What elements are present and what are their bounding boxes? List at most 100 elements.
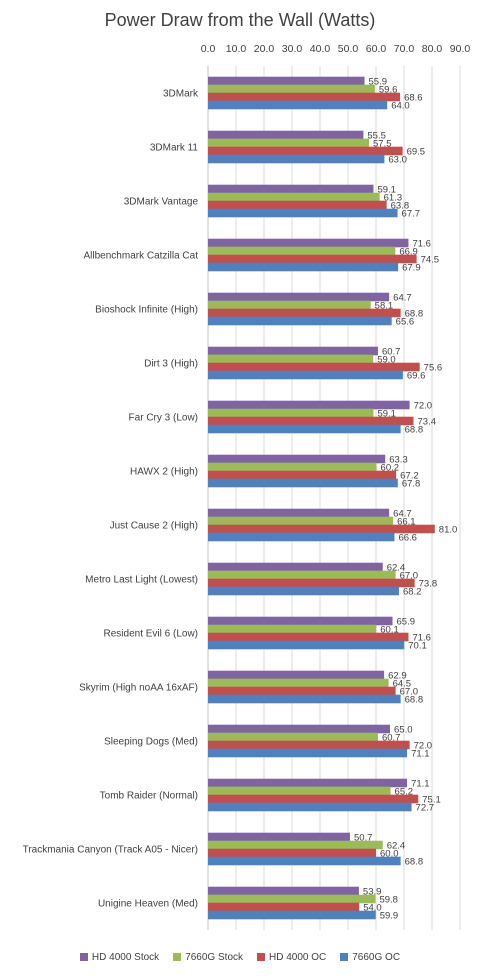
legend-item: HD 4000 Stock xyxy=(79,948,160,966)
bar xyxy=(208,516,394,526)
data-label: 60.1 xyxy=(380,624,399,635)
data-label: 67.7 xyxy=(402,208,421,219)
data-label: 67.2 xyxy=(400,470,419,481)
category-label: Tomb Raider (Normal) xyxy=(100,791,198,802)
bar xyxy=(208,370,403,380)
data-label: 59.1 xyxy=(377,408,396,419)
category-label: Skyrim (High noAA 16xAF) xyxy=(79,683,198,694)
bar xyxy=(208,238,409,248)
category-label: Resident Evil 6 (Low) xyxy=(104,629,198,640)
bar xyxy=(208,462,377,472)
data-label: 71.1 xyxy=(411,778,430,789)
bar xyxy=(208,832,350,842)
x-tick-label: 80.0 xyxy=(422,43,443,55)
data-label: 59.0 xyxy=(377,354,396,365)
legend-label: HD 4000 Stock xyxy=(91,951,160,963)
bar xyxy=(208,586,399,596)
data-label: 66.1 xyxy=(397,516,416,527)
data-label: 62.4 xyxy=(387,562,406,573)
bar xyxy=(208,454,386,464)
bar xyxy=(208,84,375,94)
data-label: 65.0 xyxy=(394,724,413,735)
data-label: 60.2 xyxy=(381,462,400,473)
data-label: 67.8 xyxy=(402,478,421,489)
bar xyxy=(208,724,390,734)
bar xyxy=(208,694,401,704)
data-label: 68.6 xyxy=(404,92,423,103)
data-label: 66.6 xyxy=(398,532,417,543)
legend-swatch xyxy=(340,953,349,961)
chart-legend: HD 4000 Stock 7660G Stock HD 4000 OC 7660G … xyxy=(0,948,480,966)
bar xyxy=(208,424,401,434)
category-label: Just Cause 2 (High) xyxy=(110,521,198,532)
x-tick-label: 30.0 xyxy=(282,43,303,55)
data-label: 65.2 xyxy=(395,786,414,797)
data-label: 54.0 xyxy=(363,902,382,913)
data-label: 58.1 xyxy=(375,300,394,311)
data-label: 60.0 xyxy=(380,848,399,859)
data-label: 75.6 xyxy=(424,362,443,373)
legend-item: 7660G Stock xyxy=(173,948,243,966)
bar xyxy=(208,624,377,634)
x-tick-label: 70.0 xyxy=(394,43,415,55)
bar xyxy=(208,732,378,742)
bar xyxy=(208,470,397,480)
bar xyxy=(208,910,376,920)
bar xyxy=(208,886,359,896)
data-label: 65.9 xyxy=(397,616,416,627)
bar xyxy=(208,678,389,688)
bar xyxy=(208,184,374,194)
data-label: 57.5 xyxy=(373,138,392,149)
bar xyxy=(208,840,383,850)
data-label: 64.0 xyxy=(391,100,410,111)
bar xyxy=(208,316,392,326)
bar xyxy=(208,524,435,534)
bar xyxy=(208,794,419,804)
legend-label: HD 4000 OC xyxy=(269,951,327,963)
legend-label: 7660G Stock xyxy=(185,951,243,963)
data-label: 68.8 xyxy=(405,856,424,867)
legend-item: 7660G OC xyxy=(340,948,400,966)
data-label: 72.0 xyxy=(414,740,433,751)
data-label: 75.1 xyxy=(422,794,441,805)
data-label: 67.9 xyxy=(402,262,421,273)
category-label: HAWX 2 (High) xyxy=(130,467,198,478)
data-label: 69.6 xyxy=(407,370,426,381)
bar xyxy=(208,246,396,256)
data-label: 67.0 xyxy=(400,686,419,697)
data-label: 64.7 xyxy=(393,508,412,519)
data-label: 70.1 xyxy=(408,640,427,651)
category-label: Bioshock Infinite (High) xyxy=(95,305,198,316)
bar xyxy=(208,478,398,488)
bar xyxy=(208,100,388,110)
category-label: 3DMark xyxy=(163,89,199,100)
data-label: 63.8 xyxy=(391,200,410,211)
bar xyxy=(208,192,380,202)
bar xyxy=(208,300,371,310)
bar xyxy=(208,632,409,642)
data-label: 63.3 xyxy=(389,454,408,465)
data-label: 69.5 xyxy=(407,146,426,157)
data-label: 74.5 xyxy=(421,254,440,265)
data-label: 64.7 xyxy=(393,292,412,303)
category-label: Allbenchmark Catzilla Cat xyxy=(84,251,199,262)
bar xyxy=(208,208,398,218)
bar xyxy=(208,532,395,542)
data-label: 61.3 xyxy=(384,192,403,203)
data-label: 59.8 xyxy=(379,894,398,905)
bar xyxy=(208,686,396,696)
legend-swatch xyxy=(79,953,88,961)
data-label: 73.4 xyxy=(418,416,437,427)
category-label: Sleeping Dogs (Med) xyxy=(104,737,198,748)
category-label: 3DMark 11 xyxy=(150,143,199,154)
x-tick-label: 0.0 xyxy=(201,43,216,55)
data-label: 72.7 xyxy=(416,802,435,813)
bar xyxy=(208,570,396,580)
bar xyxy=(208,616,393,626)
bar xyxy=(208,354,374,364)
bar xyxy=(208,254,417,264)
bar xyxy=(208,778,408,788)
data-label: 59.9 xyxy=(380,910,399,921)
data-label: 71.6 xyxy=(412,632,431,643)
